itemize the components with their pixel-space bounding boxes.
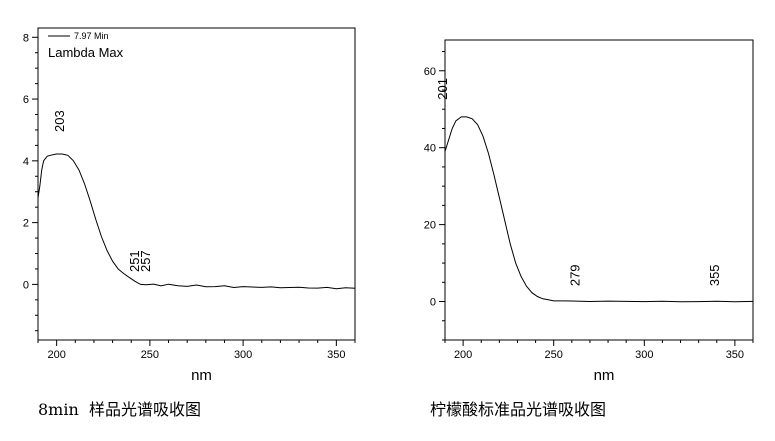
peak-annotation: 257 (138, 250, 153, 272)
x-axis-title: nm (594, 367, 615, 384)
y-tick-label: 8 (23, 32, 29, 44)
y-tick-label: 4 (23, 156, 29, 168)
peak-annotation: 203 (52, 110, 67, 132)
legend: 7.97 Min Lambda Max (48, 31, 124, 60)
x-tick-label: 250 (545, 349, 563, 361)
x-axis-title: nm (191, 367, 212, 384)
x-tick-label: 350 (327, 349, 345, 361)
citric-acid-standard-caption: 柠檬酸标准品光谱吸收图 (430, 400, 607, 419)
peak-annotation: 251 (127, 250, 142, 272)
y-tick-label: 20 (424, 220, 436, 232)
y-tick-label: 60 (424, 66, 436, 78)
plot-frame (444, 39, 754, 341)
peak-annotation: 201 (435, 78, 450, 100)
x-tick-label: 300 (635, 349, 653, 361)
citric-acid-standard-chart: 200 250 300 350 0 20 40 60 nm 201 279 355 (424, 39, 754, 384)
y-tick-label: 0 (23, 279, 29, 291)
peak-annotation: 355 (707, 264, 722, 286)
x-tick-label: 200 (47, 349, 65, 361)
peak-annotation: 279 (567, 264, 582, 286)
y-tick-label: 6 (23, 94, 29, 106)
x-tick-label: 350 (726, 349, 744, 361)
y-tick-label: 40 (424, 143, 436, 155)
legend-series-label: 7.97 Min (74, 31, 109, 41)
spectrum-series-line (445, 116, 753, 303)
legend-subtitle: Lambda Max (48, 45, 124, 60)
x-tick-label: 200 (454, 349, 472, 361)
x-tick-label: 300 (234, 349, 252, 361)
spectrum-series-line (38, 153, 355, 290)
plot-frame (37, 27, 356, 341)
y-tick-label: 2 (23, 218, 29, 230)
sample-spectrum-caption: 8min 样品光谱吸收图 (38, 400, 201, 419)
y-tick-label: 0 (430, 297, 436, 309)
x-tick-label: 250 (141, 349, 159, 361)
